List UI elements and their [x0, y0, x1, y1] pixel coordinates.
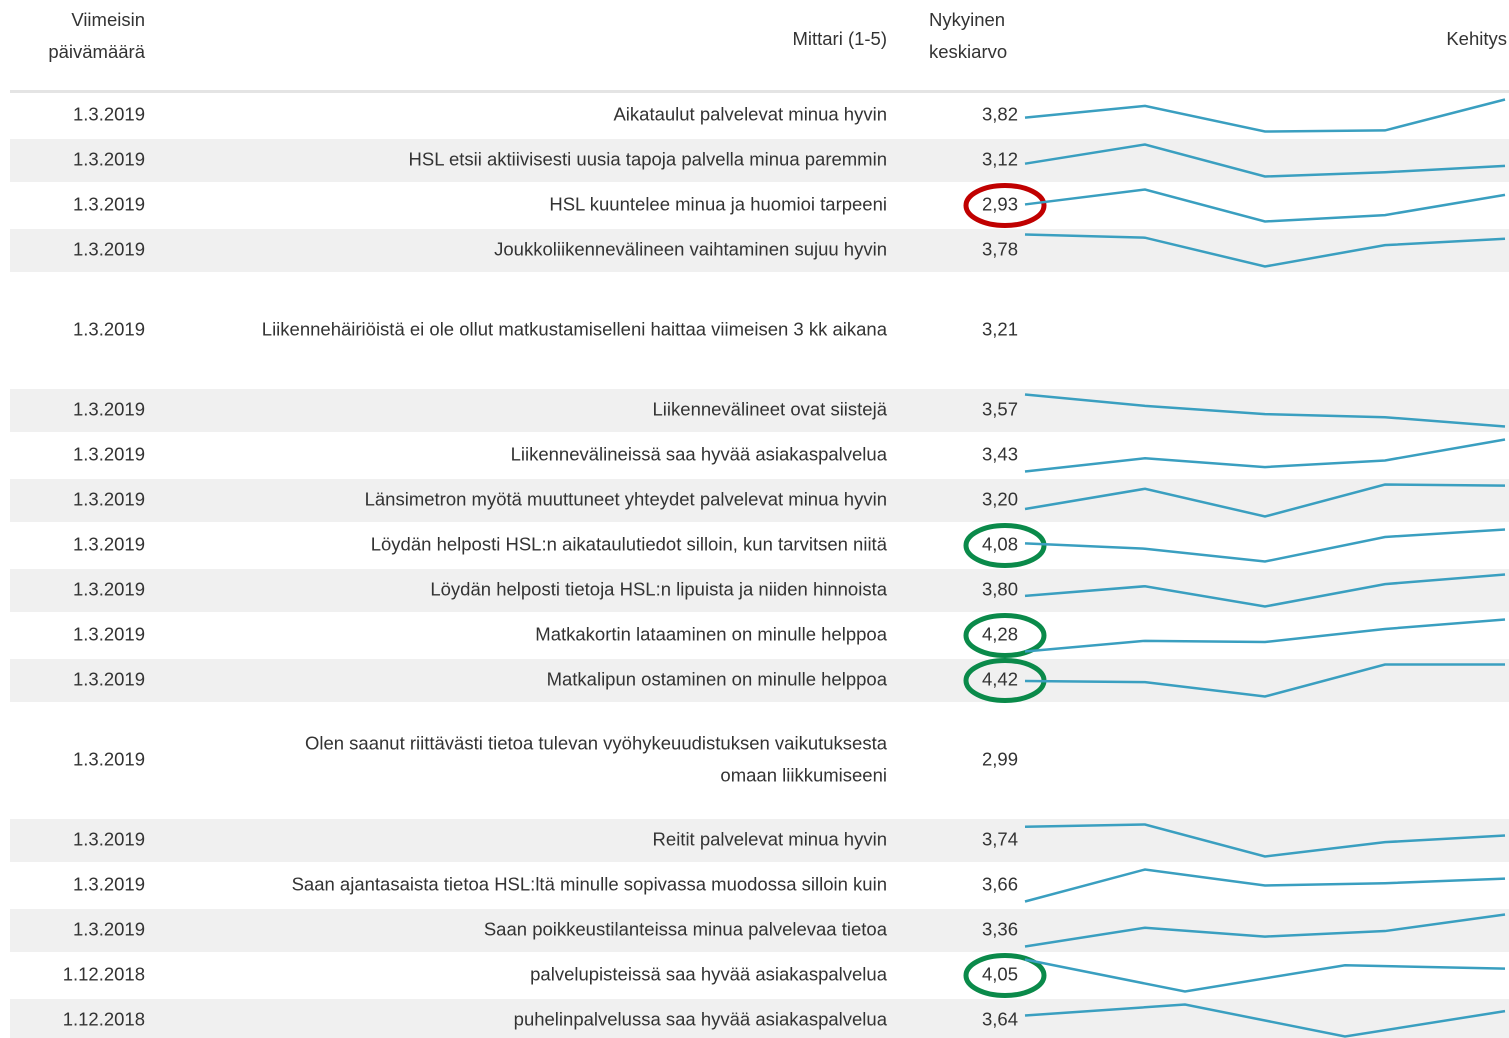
- sparkline: [1024, 483, 1506, 518]
- average: 3,43: [982, 443, 1018, 464]
- header-average: Nykyinen: [929, 9, 1005, 30]
- sparkline: [1024, 913, 1506, 948]
- highlight-circle: [963, 523, 1047, 568]
- date: 1.12.2018: [63, 963, 145, 984]
- metric: Liikennevälineet ovat siistejä: [653, 398, 888, 419]
- sparkline: [1024, 393, 1506, 428]
- metric: Löydän helposti HSL:n aikataulutiedot si…: [371, 533, 888, 554]
- date: 1.12.2018: [63, 1008, 145, 1029]
- row-shade: [10, 909, 1509, 952]
- date: 1.3.2019: [73, 828, 145, 849]
- highlight-circle: [963, 183, 1047, 228]
- metric: Liikennehäiriöistä ei ole ollut matkusta…: [262, 318, 888, 339]
- date: 1.3.2019: [73, 623, 145, 644]
- sparkline: [1024, 233, 1506, 268]
- average: 2,99: [982, 748, 1018, 769]
- average: 4,05: [982, 963, 1018, 984]
- metric: Liikennevälineissä saa hyvää asiakaspalv…: [511, 443, 888, 464]
- date: 1.3.2019: [73, 668, 145, 689]
- metric: Aikataulut palvelevat minua hyvin: [613, 103, 887, 124]
- average: 2,93: [982, 193, 1018, 214]
- date: 1.3.2019: [73, 443, 145, 464]
- average: 3,74: [982, 828, 1018, 849]
- sparkline: [1024, 958, 1506, 993]
- average: 3,82: [982, 103, 1018, 124]
- metric: puhelinpalvelussa saa hyvää asiakaspalve…: [514, 1008, 888, 1029]
- date: 1.3.2019: [73, 398, 145, 419]
- date: 1.3.2019: [73, 873, 145, 894]
- sparkline: [1024, 573, 1506, 608]
- metric: Matkakortin lataaminen on minulle helppo…: [535, 623, 887, 644]
- date: 1.3.2019: [73, 578, 145, 599]
- header-date: päivämäärä: [48, 41, 145, 62]
- sparkline: [1024, 98, 1506, 133]
- metric: HSL etsii aktiivisesti uusia tapoja palv…: [409, 148, 887, 169]
- average: 4,08: [982, 533, 1018, 554]
- average: 3,80: [982, 578, 1018, 599]
- average: 3,21: [982, 318, 1018, 339]
- row-shade: [10, 389, 1509, 432]
- date: 1.3.2019: [73, 148, 145, 169]
- metric: Matkalipun ostaminen on minulle helppoa: [547, 668, 888, 689]
- sparkline: [1024, 438, 1506, 473]
- average: 3,57: [982, 398, 1018, 419]
- date: 1.3.2019: [73, 488, 145, 509]
- sparkline: [1024, 528, 1506, 563]
- date: 1.3.2019: [73, 748, 145, 769]
- date: 1.3.2019: [73, 318, 145, 339]
- average: 3,78: [982, 238, 1018, 259]
- header-date: Viimeisin: [71, 9, 145, 30]
- average: 3,66: [982, 873, 1018, 894]
- metric: palvelupisteissä saa hyvää asiakaspalvel…: [530, 963, 888, 984]
- date: 1.3.2019: [73, 918, 145, 939]
- sparkline: [1024, 143, 1506, 178]
- highlight-circle: [963, 613, 1047, 658]
- header-trend: Kehitys: [1446, 28, 1507, 49]
- sparkline: [1024, 1003, 1506, 1038]
- date: 1.3.2019: [73, 238, 145, 259]
- metric: Reitit palvelevat minua hyvin: [653, 828, 887, 849]
- metric: omaan liikkumiseeni: [720, 764, 887, 785]
- sparkline: [1024, 868, 1506, 903]
- sparkline: [1024, 188, 1506, 223]
- header-border: [10, 90, 1509, 93]
- metric: Joukkoliikennevälineen vaihtaminen sujuu…: [494, 238, 887, 259]
- date: 1.3.2019: [73, 533, 145, 554]
- date: 1.3.2019: [73, 193, 145, 214]
- sparkline: [1024, 663, 1505, 698]
- average: 3,12: [982, 148, 1018, 169]
- header-average: keskiarvo: [929, 41, 1007, 62]
- metric: Saan poikkeustilanteissa minua palveleva…: [484, 918, 888, 939]
- highlight-circle: [963, 953, 1047, 998]
- metric: Löydän helposti tietoja HSL:n lipuista j…: [430, 578, 887, 599]
- average: 3,64: [982, 1008, 1018, 1029]
- date: 1.3.2019: [73, 103, 145, 124]
- average: 3,36: [982, 918, 1018, 939]
- sparkline: [1024, 823, 1506, 858]
- sparkline: [1024, 618, 1506, 653]
- metric: HSL kuuntelee minua ja huomioi tarpeeni: [549, 193, 887, 214]
- average: 4,28: [982, 623, 1018, 644]
- metric: Länsimetron myötä muuttuneet yhteydet pa…: [365, 488, 887, 509]
- average: 3,20: [982, 488, 1018, 509]
- average: 4,42: [982, 668, 1018, 689]
- metric: Olen saanut riittävästi tietoa tulevan v…: [305, 732, 888, 753]
- header-metric: Mittari (1-5): [792, 28, 887, 49]
- metric: Saan ajantasaista tietoa HSL:ltä minulle…: [292, 873, 887, 894]
